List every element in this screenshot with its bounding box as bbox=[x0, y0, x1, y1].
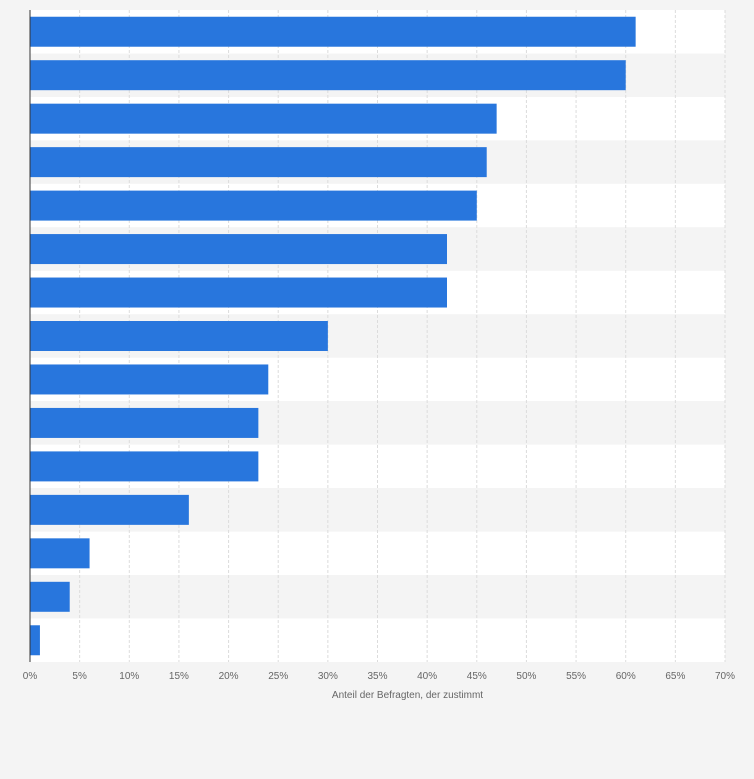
x-tick-label: 25% bbox=[268, 671, 288, 682]
bar bbox=[30, 103, 497, 134]
bar bbox=[30, 190, 477, 221]
bar bbox=[30, 538, 90, 569]
x-tick-label: 50% bbox=[516, 671, 536, 682]
x-tick-label: 40% bbox=[417, 671, 437, 682]
x-tick-label: 0% bbox=[23, 671, 38, 682]
x-tick-label: 60% bbox=[616, 671, 636, 682]
x-tick-label: 70% bbox=[715, 671, 735, 682]
x-tick-label: 35% bbox=[367, 671, 387, 682]
x-tick-labels: 0% 5% 10% 15% 20% 25% 30% 35% 40% 45% 50% 55% 60% 65%… bbox=[23, 671, 735, 682]
bars bbox=[30, 16, 636, 656]
bar bbox=[30, 407, 259, 438]
bar bbox=[30, 321, 328, 351]
x-tick-label: 20% bbox=[219, 671, 239, 682]
bar bbox=[30, 60, 626, 91]
x-tick-label: 15% bbox=[169, 671, 189, 682]
bar bbox=[30, 494, 189, 525]
x-tick-label: 55% bbox=[566, 671, 586, 682]
bar bbox=[30, 581, 70, 612]
x-tick-label: 30% bbox=[318, 671, 338, 682]
bar bbox=[30, 364, 269, 395]
bar bbox=[30, 451, 259, 482]
x-tick-label: 45% bbox=[467, 671, 487, 682]
bar bbox=[30, 147, 487, 178]
bar bbox=[30, 16, 636, 47]
x-tick-label: 5% bbox=[72, 671, 87, 682]
bar bbox=[30, 234, 447, 265]
bar bbox=[30, 277, 447, 308]
x-tick-label: 10% bbox=[119, 671, 139, 682]
x-axis-label: Anteil der Befragten, der zustimmt bbox=[332, 690, 483, 701]
row-band bbox=[30, 531, 725, 576]
bar bbox=[30, 625, 40, 656]
x-tick-label: 65% bbox=[665, 671, 685, 682]
